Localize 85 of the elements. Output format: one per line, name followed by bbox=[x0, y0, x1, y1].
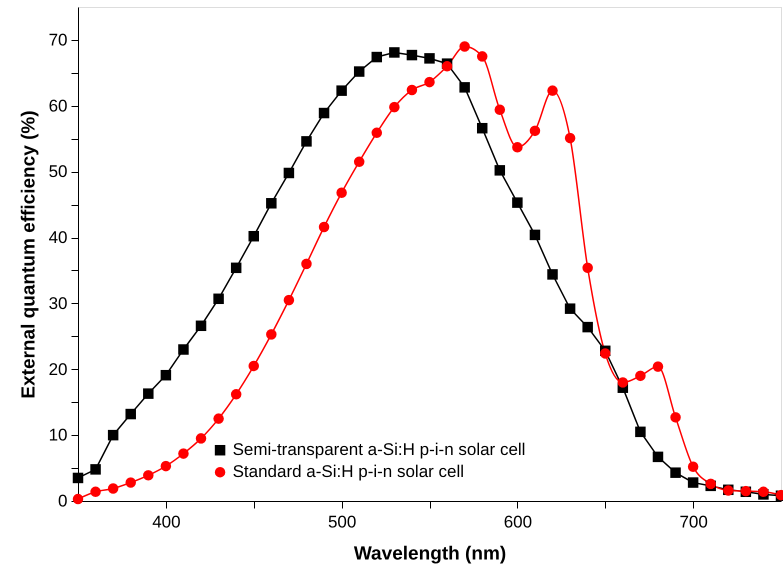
point bbox=[564, 132, 576, 144]
point bbox=[230, 389, 242, 400]
point bbox=[143, 388, 154, 399]
point bbox=[301, 258, 312, 270]
point bbox=[652, 452, 664, 462]
point bbox=[652, 361, 664, 372]
x-tick-label: 700 bbox=[679, 512, 708, 532]
point bbox=[618, 377, 628, 388]
point bbox=[90, 486, 101, 498]
point bbox=[758, 486, 769, 498]
point bbox=[248, 360, 259, 372]
point bbox=[389, 102, 400, 112]
point bbox=[72, 472, 84, 484]
point bbox=[688, 477, 698, 488]
point bbox=[476, 51, 488, 62]
legend-label: Semi-transparent a-Si:H p-i-n solar cell bbox=[232, 440, 526, 460]
point bbox=[494, 165, 506, 176]
point bbox=[476, 122, 488, 134]
point bbox=[125, 408, 136, 420]
point bbox=[406, 84, 418, 96]
y-axis-title: External quantum efficiency (%) bbox=[18, 110, 40, 399]
point bbox=[670, 467, 681, 478]
point bbox=[213, 294, 224, 304]
point bbox=[284, 168, 294, 178]
point bbox=[213, 413, 224, 424]
point bbox=[389, 47, 400, 58]
point bbox=[459, 41, 470, 52]
point bbox=[160, 460, 172, 472]
point bbox=[125, 477, 136, 488]
point bbox=[354, 156, 364, 168]
y-tick-label: 0 bbox=[58, 492, 68, 510]
point bbox=[336, 188, 347, 198]
point bbox=[108, 430, 118, 440]
y-tick-label: 70 bbox=[48, 30, 68, 50]
point bbox=[108, 483, 118, 494]
point bbox=[494, 104, 506, 115]
point bbox=[582, 322, 593, 332]
point bbox=[547, 269, 558, 280]
point bbox=[336, 85, 347, 96]
point bbox=[196, 433, 206, 444]
point bbox=[530, 126, 540, 136]
y-tick-label: 10 bbox=[48, 426, 68, 445]
point bbox=[635, 426, 646, 438]
y-tick-label: 20 bbox=[48, 360, 68, 379]
point bbox=[160, 370, 172, 380]
point bbox=[600, 348, 610, 359]
point bbox=[354, 66, 364, 77]
point bbox=[178, 344, 189, 355]
point bbox=[424, 76, 435, 88]
y-tick-label: 30 bbox=[48, 294, 68, 313]
point bbox=[372, 128, 382, 138]
point bbox=[670, 412, 681, 423]
point bbox=[90, 464, 101, 475]
point bbox=[301, 136, 312, 147]
point bbox=[688, 462, 698, 472]
point bbox=[547, 85, 558, 96]
point bbox=[178, 448, 189, 459]
x-tick-label: 600 bbox=[504, 512, 532, 532]
y-tick-label: 40 bbox=[48, 228, 68, 248]
y-tick-label: 60 bbox=[48, 96, 68, 116]
point bbox=[266, 329, 277, 340]
point bbox=[512, 142, 523, 153]
point bbox=[582, 262, 593, 274]
point bbox=[564, 303, 576, 314]
point bbox=[372, 52, 382, 62]
point bbox=[424, 53, 435, 64]
point bbox=[230, 262, 242, 274]
y-tick-label: 50 bbox=[48, 162, 68, 182]
x-axis-title: Wavelength (nm) bbox=[354, 544, 506, 564]
point bbox=[442, 61, 452, 72]
point bbox=[512, 197, 523, 208]
point bbox=[635, 370, 646, 382]
point bbox=[248, 230, 259, 242]
point bbox=[284, 294, 294, 306]
point bbox=[318, 108, 330, 118]
legend-label: Standard a-Si:H p-i-n solar cell bbox=[232, 462, 464, 482]
x-tick-label: 400 bbox=[152, 512, 181, 532]
point bbox=[318, 222, 330, 232]
point bbox=[459, 82, 470, 93]
point bbox=[143, 470, 154, 481]
point bbox=[530, 230, 540, 240]
x-tick-label: 500 bbox=[328, 512, 356, 532]
point bbox=[266, 198, 277, 209]
point bbox=[406, 50, 418, 60]
point bbox=[196, 320, 206, 332]
